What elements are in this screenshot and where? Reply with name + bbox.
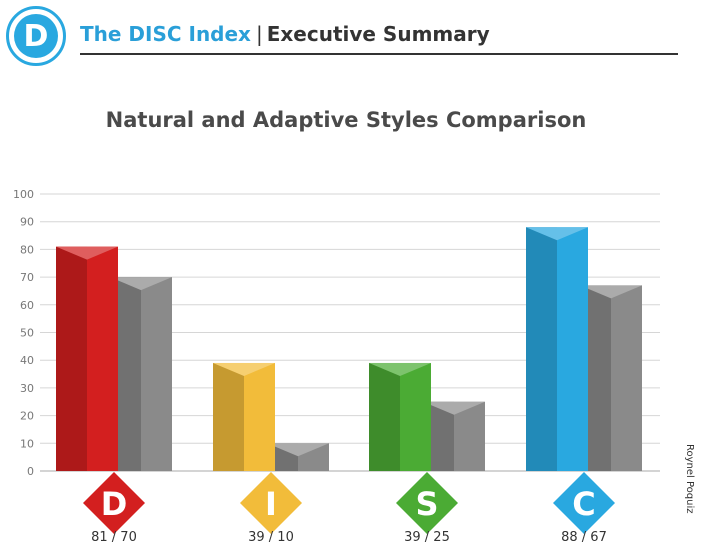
category-diamond-S: [396, 472, 458, 534]
category-letter-S: S: [415, 485, 438, 523]
value-label-I: 39 / 10: [248, 530, 294, 542]
natural-bar-C-top-face: [526, 227, 588, 241]
natural-bar-I-right-face: [244, 362, 275, 471]
natural-bar-C: [526, 227, 588, 471]
y-tick: 100: [13, 188, 660, 201]
y-tick-label: 80: [20, 243, 34, 256]
natural-bar-S-top-face: [369, 362, 431, 376]
y-tick: 90: [20, 216, 660, 229]
disc-logo: D: [6, 6, 66, 66]
y-tick-label: 50: [20, 327, 34, 340]
natural-bar-S-right-face: [400, 362, 431, 471]
logo-letter: D: [14, 14, 58, 58]
category-letter-D: D: [101, 485, 128, 523]
value-label-D: 81 / 70: [91, 530, 137, 542]
natural-bar-I-left-face: [213, 362, 244, 471]
natural-bar-I-top-face: [213, 362, 275, 376]
y-tick-label: 60: [20, 299, 34, 312]
y-tick-label: 90: [20, 216, 34, 229]
brand-name: The DISC Index: [80, 22, 251, 46]
adaptive-bar-S-right-face: [454, 401, 485, 471]
natural-bar-S-left-face: [369, 362, 400, 471]
y-tick-label: 20: [20, 410, 34, 423]
y-tick-label: 0: [27, 465, 34, 478]
adaptive-bar-C-right-face: [611, 285, 642, 471]
category-letter-C: C: [572, 485, 595, 523]
adaptive-bar-D: [110, 277, 172, 471]
y-tick-label: 100: [13, 188, 34, 201]
natural-bar-D-right-face: [87, 246, 118, 471]
category-diamond-I: [240, 472, 302, 534]
page-subtitle: Executive Summary: [266, 22, 490, 46]
natural-bar-C-right-face: [557, 227, 588, 471]
side-label: Roynel Poquiz: [684, 444, 695, 514]
adaptive-bar-D-top-face: [110, 277, 172, 291]
natural-bar-I: [213, 362, 275, 471]
natural-bar-D-top-face: [56, 246, 118, 260]
natural-bar-S: [369, 362, 431, 471]
header-title: The DISC Index | Executive Summary: [80, 22, 490, 46]
title-separator: |: [255, 22, 263, 46]
header-divider: [80, 53, 678, 55]
adaptive-bar-D-right-face: [141, 277, 172, 471]
natural-bar-D-left-face: [56, 246, 87, 471]
y-tick-label: 30: [20, 382, 34, 395]
y-tick-label: 40: [20, 354, 34, 367]
value-label-S: 39 / 25: [404, 530, 450, 542]
adaptive-bar-C: [580, 285, 642, 471]
adaptive-bar-C-top-face: [580, 285, 642, 299]
value-label-C: 88 / 67: [561, 530, 607, 542]
category-diamond-D: [83, 472, 145, 534]
adaptive-bar-S-top-face: [423, 401, 485, 415]
natural-bar-C-left-face: [526, 227, 557, 471]
category-diamond-C: [553, 472, 615, 534]
category-letter-I: I: [265, 485, 277, 523]
adaptive-bar-I-top-face: [267, 443, 329, 457]
y-tick-label: 70: [20, 271, 34, 284]
y-tick-label: 10: [20, 437, 34, 450]
chart-title: Natural and Adaptive Styles Comparison: [105, 108, 587, 132]
adaptive-bar-S: [423, 401, 485, 471]
natural-bar-D: [56, 246, 118, 471]
adaptive-bar-I: [267, 443, 329, 471]
